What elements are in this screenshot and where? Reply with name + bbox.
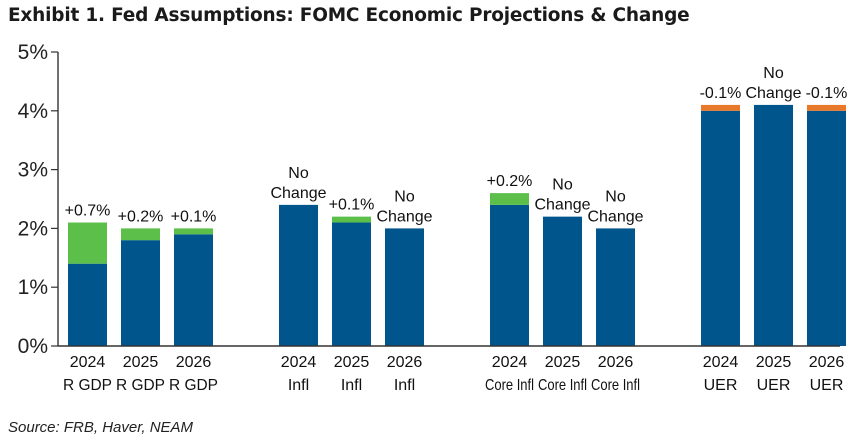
x-tick-label-year: 2024 xyxy=(281,354,317,371)
y-tick-label: 3% xyxy=(18,159,48,182)
data-label: -0.1% xyxy=(806,85,848,102)
data-label: No xyxy=(288,165,309,182)
x-tick-label-series: R GDP xyxy=(169,377,218,394)
bar-decrease xyxy=(701,104,740,111)
x-tick-label-series: R GDP xyxy=(63,377,112,394)
x-tick-label-year: 2026 xyxy=(809,354,845,371)
x-tick-label-series: UER xyxy=(757,377,791,394)
source-note: Source: FRB, Haver, NEAM xyxy=(8,419,194,436)
y-tick-label: 0% xyxy=(18,335,48,358)
x-tick-label-series: Core Infl xyxy=(591,377,640,394)
data-label: Change xyxy=(534,197,590,214)
x-tick-label-series: Infl xyxy=(288,377,309,394)
data-label: +0.1% xyxy=(171,208,217,225)
x-tick-label-year: 2025 xyxy=(545,354,581,371)
bar-base xyxy=(121,240,160,346)
data-label: No xyxy=(763,65,784,82)
x-tick-label-year: 2026 xyxy=(387,354,423,371)
data-label: -0.1% xyxy=(700,85,742,102)
bar-base xyxy=(490,204,529,346)
data-label: +0.2% xyxy=(118,208,164,225)
x-tick-label-year: 2026 xyxy=(176,354,212,371)
bar-base xyxy=(754,104,793,346)
x-tick-label-series: Core Infl xyxy=(485,377,534,394)
bar-decrease xyxy=(807,104,846,111)
x-tick-label-year: 2024 xyxy=(703,354,739,371)
data-label: Change xyxy=(745,85,801,102)
bar-base xyxy=(332,222,371,346)
y-tick-label: 5% xyxy=(18,41,48,64)
data-label: No xyxy=(605,188,626,205)
x-tick-label-year: 2025 xyxy=(334,354,370,371)
x-tick-label-series: R GDP xyxy=(116,377,165,394)
data-label: Change xyxy=(270,185,326,202)
bar-base xyxy=(596,228,635,346)
bar-increase xyxy=(490,193,529,205)
data-label: Change xyxy=(376,208,432,225)
bar-increase xyxy=(121,228,160,241)
x-tick-label-series: Core Infl xyxy=(538,377,587,394)
x-tick-label-year: 2024 xyxy=(70,354,106,371)
bar-base xyxy=(385,228,424,346)
bar-base xyxy=(807,110,846,346)
data-label: No xyxy=(552,177,573,194)
bar-base xyxy=(68,263,107,346)
data-label: Change xyxy=(587,208,643,225)
x-tick-label-year: 2026 xyxy=(598,354,634,371)
y-tick-label: 2% xyxy=(18,217,48,240)
x-tick-label-year: 2025 xyxy=(123,354,159,371)
bar-base xyxy=(701,110,740,346)
y-tick-label: 1% xyxy=(18,276,48,299)
data-label: No xyxy=(394,188,415,205)
data-label: +0.7% xyxy=(65,203,111,220)
bar-base xyxy=(279,204,318,346)
x-tick-label-series: UER xyxy=(704,377,738,394)
x-tick-label-year: 2024 xyxy=(492,354,528,371)
y-tick-label: 4% xyxy=(18,100,48,123)
x-tick-label-year: 2025 xyxy=(756,354,792,371)
data-label: +0.1% xyxy=(329,197,375,214)
bar-increase xyxy=(68,222,107,264)
x-tick-label-series: Infl xyxy=(394,377,415,394)
x-tick-label-series: Infl xyxy=(341,377,362,394)
bar-base xyxy=(174,234,213,346)
bar-increase xyxy=(332,216,371,223)
bar-base xyxy=(543,216,582,346)
x-tick-label-series: UER xyxy=(810,377,844,394)
data-label: +0.2% xyxy=(487,173,533,190)
bar-increase xyxy=(174,228,213,235)
chart-title: Exhibit 1. Fed Assumptions: FOMC Economi… xyxy=(8,5,690,26)
